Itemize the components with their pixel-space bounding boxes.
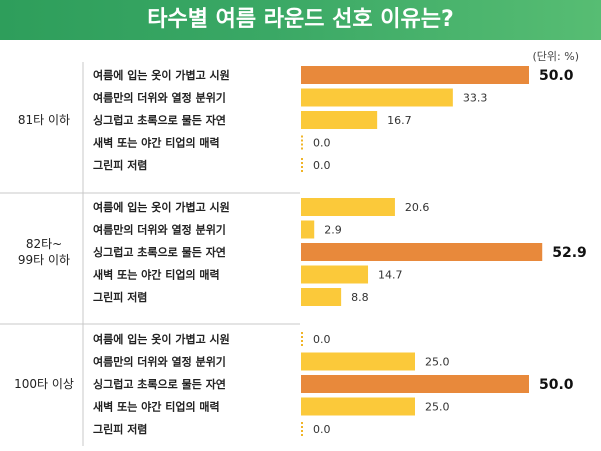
category-label: 그린피 저렴 bbox=[93, 158, 147, 172]
value-label: 0.0 bbox=[313, 159, 331, 172]
category-label: 여름만의 더위와 열정 분위기 bbox=[93, 355, 226, 369]
category-label: 여름만의 더위와 열정 분위기 bbox=[93, 91, 226, 105]
group-label-2: 82타~ bbox=[26, 237, 62, 251]
bar bbox=[301, 288, 342, 306]
chart-title: 타수별 여름 라운드 선호 이유는? bbox=[147, 7, 454, 32]
group-label-2: 99타 이하 bbox=[18, 253, 70, 267]
category-label: 그린피 저렴 bbox=[93, 290, 147, 304]
bar bbox=[301, 352, 415, 371]
category-label: 싱그럽고 초록으로 물든 자연 bbox=[93, 377, 226, 391]
category-label: 여름에 입는 옷이 가볍고 시원 bbox=[93, 332, 230, 346]
value-label: 20.6 bbox=[405, 201, 430, 214]
bar bbox=[301, 88, 453, 107]
value-label: 52.9 bbox=[552, 245, 587, 261]
bar bbox=[301, 220, 315, 239]
category-label: 싱그럽고 초록으로 물든 자연 bbox=[93, 113, 226, 127]
category-label: 새벽 또는 야간 티업의 매력 bbox=[93, 400, 220, 414]
category-label: 여름만의 더위와 열정 분위기 bbox=[93, 223, 226, 237]
bar bbox=[301, 111, 378, 129]
value-label: 16.7 bbox=[387, 114, 412, 127]
value-label: 50.0 bbox=[539, 68, 574, 84]
category-label: 싱그럽고 초록으로 물든 자연 bbox=[93, 245, 226, 259]
value-label: 25.0 bbox=[425, 356, 450, 369]
category-label: 여름에 입는 옷이 가볍고 시원 bbox=[93, 200, 230, 214]
value-label: 0.0 bbox=[313, 137, 331, 150]
bar bbox=[301, 66, 529, 84]
bar bbox=[301, 375, 529, 393]
category-label: 여름에 입는 옷이 가볍고 시원 bbox=[93, 68, 230, 82]
bar bbox=[301, 243, 543, 261]
unit-label: (단위: %) bbox=[532, 50, 579, 63]
bar bbox=[301, 198, 395, 216]
category-label: 그린피 저렴 bbox=[93, 422, 147, 436]
value-label: 25.0 bbox=[425, 401, 450, 414]
value-label: 0.0 bbox=[313, 333, 331, 346]
value-label: 50.0 bbox=[539, 377, 574, 393]
value-label: 2.9 bbox=[324, 224, 342, 237]
group-label-1: 81타 이하 bbox=[18, 113, 70, 127]
value-label: 8.8 bbox=[351, 291, 369, 304]
category-label: 새벽 또는 야간 티업의 매력 bbox=[93, 136, 220, 150]
group-label-3: 100타 이상 bbox=[14, 377, 74, 391]
value-label: 33.3 bbox=[463, 92, 488, 105]
value-label: 0.0 bbox=[313, 423, 331, 436]
bar bbox=[301, 265, 369, 284]
value-label: 14.7 bbox=[378, 269, 403, 282]
bar bbox=[301, 397, 415, 416]
category-label: 새벽 또는 야간 티업의 매력 bbox=[93, 268, 220, 282]
title-bar bbox=[0, 0, 601, 40]
